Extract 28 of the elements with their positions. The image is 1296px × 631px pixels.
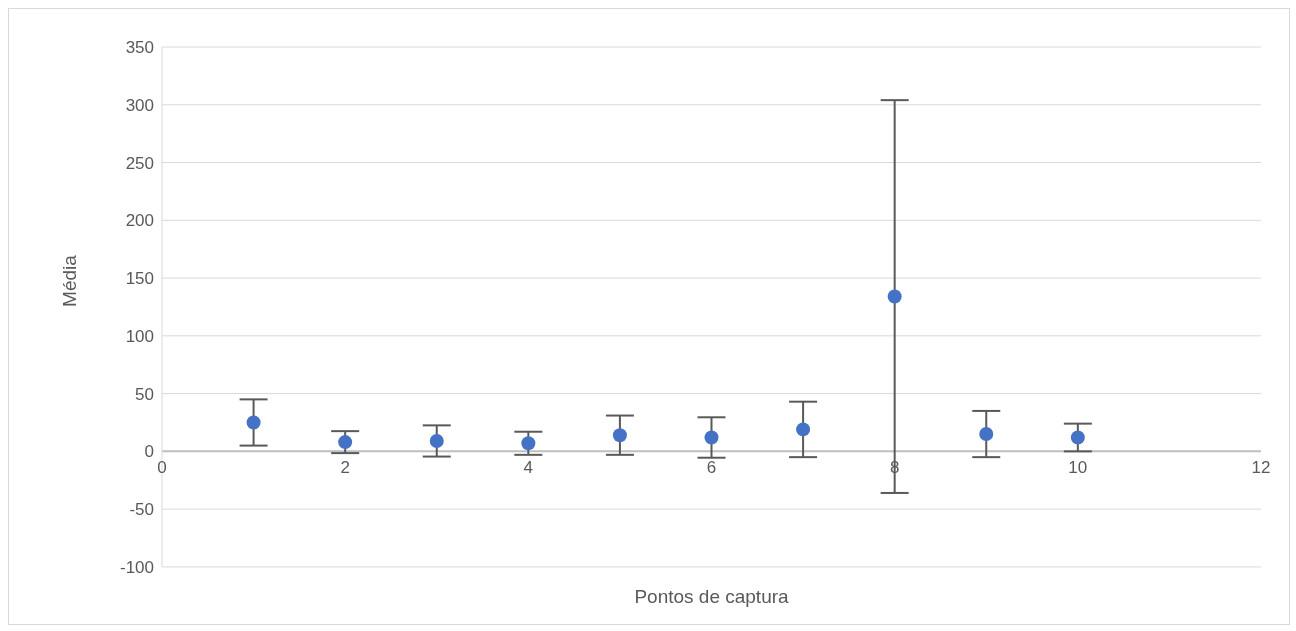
x-tick-label: 2 [340,458,350,478]
y-tick-label: 250 [125,153,154,173]
point [1070,430,1085,445]
y-tick-label: 200 [125,211,154,231]
x-tick-label: 4 [523,458,534,478]
y-tick-label: 150 [125,269,154,289]
y-axis-title: Média [58,254,80,307]
y-tick-label: 0 [144,442,154,462]
point [429,433,444,448]
point [704,430,719,445]
x-tick-label: 12 [1251,458,1271,478]
point [796,422,811,437]
point [521,436,536,451]
y-tick-label: 300 [125,95,154,115]
y-tick-label: -100 [119,557,154,577]
y-tick-label: 50 [135,384,154,404]
point [338,435,353,450]
point [979,427,994,442]
y-tick-label: 350 [125,38,154,58]
x-axis-title: Pontos de captura [634,586,790,607]
point [612,428,627,443]
y-tick-label: -50 [129,500,154,520]
x-tick-label: 6 [706,458,717,478]
x-tick-label: 0 [157,458,167,478]
x-tick-label: 10 [1068,458,1088,478]
y-tick-label: 100 [125,326,154,346]
point [887,289,902,304]
point [246,415,261,430]
